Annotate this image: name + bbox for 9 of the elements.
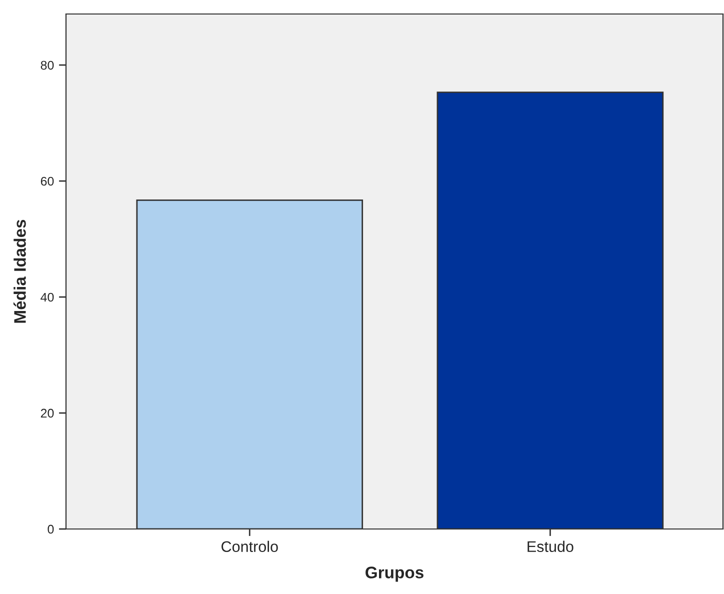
y-tick-label: 60 bbox=[40, 176, 54, 186]
x-tick-label: Estudo bbox=[528, 540, 574, 552]
y-tick-label: 40 bbox=[40, 292, 54, 302]
y-tick-label: 80 bbox=[40, 60, 54, 70]
y-axis-title: Média Idades bbox=[14, 220, 26, 323]
x-axis-title: Grupos bbox=[366, 566, 424, 582]
y-tick-label: 20 bbox=[40, 408, 54, 418]
y-tick-label: 0 bbox=[48, 524, 54, 534]
x-tick-label: Controlo bbox=[222, 540, 278, 552]
